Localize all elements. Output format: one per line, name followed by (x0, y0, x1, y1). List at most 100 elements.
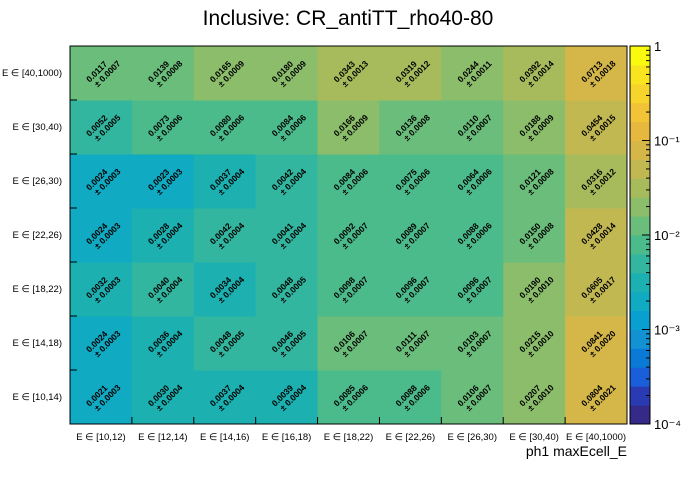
heatmap-cell (441, 100, 504, 155)
y-axis-ticks: E ∈ [10,14) E ∈ [14,18) E ∈ [18,22) E ∈ [22… (2, 45, 77, 425)
y-tick-label: E ∈ [26,30) (13, 176, 62, 187)
heatmap-cell (441, 46, 504, 101)
heatmap-cell (70, 208, 133, 263)
heatmap-cell (255, 100, 319, 155)
heatmap-cell (255, 208, 319, 263)
y-tick-label: E ∈ [10,14) (13, 392, 62, 403)
color-scale-swatch (630, 348, 650, 368)
color-scale-swatch (630, 197, 650, 217)
heatmap-cell (503, 316, 566, 371)
heatmap-cell (441, 154, 504, 209)
y-tick-label: E ∈ [22,26) (13, 230, 62, 241)
color-scale-swatch (630, 386, 650, 406)
heatmap-cell (503, 100, 566, 155)
color-scale-swatch (630, 310, 650, 330)
color-scale-tick-label: 10⁻² (654, 228, 680, 243)
heatmap-cell (193, 46, 257, 101)
x-tick-label: E ∈ [30,40) (509, 432, 558, 443)
heatmap-cell (379, 100, 442, 155)
chart-title: Inclusive: CR_antiTT_rho40-80 (203, 7, 494, 30)
y-tick-label: E ∈ [14,18) (13, 338, 62, 349)
heatmap-cell (131, 100, 195, 155)
heatmap-cell (70, 46, 133, 101)
heatmap-cells: 0.0021± 0.0003 0.0030± 0.0004 0.0037± 0.00… (70, 46, 628, 425)
heatmap-cell (255, 46, 319, 101)
heatmap-cell (317, 370, 380, 425)
heatmap-cell (317, 100, 380, 155)
color-scale-swatch (630, 178, 650, 198)
heatmap-cell (317, 154, 380, 209)
heatmap-cell (503, 262, 566, 317)
heatmap-cell (70, 100, 133, 155)
heatmap-cell (379, 262, 442, 317)
heatmap-cell (565, 100, 628, 155)
heatmap-cell (131, 46, 195, 101)
x-tick-label: E ∈ [14,16) (200, 432, 249, 443)
x-tick-label: E ∈ [10,12) (76, 432, 125, 443)
color-scale-swatch (630, 159, 650, 179)
heatmap-cell (193, 316, 257, 371)
color-scale-swatch (630, 272, 650, 293)
heatmap-cell (379, 46, 442, 101)
heatmap-cell (70, 262, 133, 317)
heatmap-cell (255, 316, 319, 371)
y-tick-label: E ∈ [30,40) (13, 122, 62, 133)
heatmap-cell (565, 208, 628, 263)
plot-frame (69, 45, 628, 425)
heatmap-cell (70, 154, 133, 209)
heatmap-cell (255, 154, 319, 209)
heatmap-cell (565, 46, 628, 101)
heatmap-cell (131, 262, 195, 317)
x-tick-label: E ∈ [18,22) (324, 432, 373, 443)
color-scale-swatch (630, 405, 650, 425)
x-tick-label: E ∈ [16,18) (262, 432, 311, 443)
heatmap-cell (503, 154, 566, 209)
heatmap-cell (503, 46, 566, 101)
x-tick-label: E ∈ [26,30) (448, 432, 497, 443)
color-scale-swatch (630, 83, 650, 104)
x-tick-label: E ∈ [12,14) (138, 432, 187, 443)
heatmap-cell (317, 316, 380, 371)
color-scale-swatch (630, 46, 650, 66)
heatmap-cell (193, 100, 257, 155)
color-scale-swatch (630, 121, 650, 141)
heatmap-cell (379, 154, 442, 209)
color-scale-swatch (630, 102, 650, 123)
heatmap-cell (441, 208, 504, 263)
heatmap-cell (70, 370, 133, 425)
color-scale-tick-label: 10⁻¹ (654, 134, 680, 149)
heatmap-cell (131, 316, 195, 371)
heatmap-cell (565, 262, 628, 317)
heatmap-cell (503, 208, 566, 263)
heatmap-cell (193, 154, 257, 209)
y-tick-label: E ∈ [18,22) (13, 284, 62, 295)
heatmap-cell (379, 316, 442, 371)
color-scale-swatch (630, 216, 650, 236)
color-scale-swatch (630, 329, 650, 349)
heatmap-cell (379, 208, 442, 263)
heatmap-cell (131, 208, 195, 263)
cell-label: 0.0121± 0.0008 (517, 166, 556, 197)
color-scale-tick-label: 10⁻⁴ (654, 417, 681, 432)
x-tick-label: E ∈ [22,26) (386, 432, 435, 443)
heatmap-cell (441, 370, 504, 425)
heatmap-cell (317, 46, 380, 101)
heatmap-cell (317, 208, 380, 263)
heatmap-cell (131, 154, 195, 209)
heatmap-cell (131, 370, 195, 425)
heatmap-cell (379, 370, 442, 425)
heatmap-cell (565, 316, 628, 371)
heatmap-cell (441, 316, 504, 371)
color-scale-bar: 1 10⁻¹ 10⁻² 10⁻³ 10⁻⁴ (629, 39, 681, 432)
heatmap-cell (193, 370, 257, 425)
color-scale-tick-label: 10⁻³ (654, 323, 680, 338)
y-tick-label: E ∈ [40,1000) (2, 68, 62, 79)
color-scale-swatch (630, 253, 650, 274)
color-scale-tick-label: 1 (654, 39, 661, 54)
heatmap-cell (193, 262, 257, 317)
heatmap-cell (317, 262, 380, 317)
cell-label: 0.0110± 0.0007 (455, 112, 494, 143)
color-scale-swatch (630, 367, 650, 387)
